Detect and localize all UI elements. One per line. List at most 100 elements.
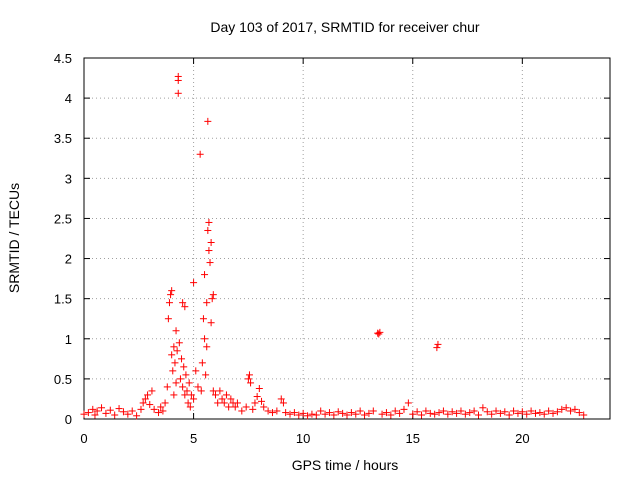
data-point <box>505 411 513 419</box>
plot-frame <box>83 57 611 420</box>
chart-title: Day 103 of 2017, SRMTID for receiver chu… <box>210 19 480 35</box>
data-point <box>194 383 202 391</box>
x-tick-label: 5 <box>190 431 197 446</box>
data-point <box>238 407 246 415</box>
data-point <box>199 315 207 323</box>
data-point <box>233 399 241 407</box>
data-point <box>197 387 205 395</box>
data-point <box>422 407 430 415</box>
data-point <box>133 412 141 420</box>
y-tick-labels: 0 0.5 1 1.5 2 2.5 3 3.5 4 4.5 <box>54 51 72 427</box>
data-point <box>91 411 99 419</box>
data-point <box>514 409 522 417</box>
grid-lines <box>84 58 610 419</box>
data-point <box>330 411 338 419</box>
data-point <box>369 407 377 415</box>
data-point <box>299 409 307 417</box>
data-point <box>144 391 152 399</box>
data-point <box>492 407 500 415</box>
data-point <box>124 410 132 418</box>
data-point <box>553 408 561 416</box>
data-point <box>186 403 194 411</box>
data-point <box>457 407 465 415</box>
data-point <box>185 379 193 387</box>
data-point <box>540 410 548 418</box>
data-point <box>119 408 127 416</box>
data-point <box>161 399 169 407</box>
data-point <box>163 383 171 391</box>
data-point <box>169 367 177 375</box>
data-point <box>168 351 176 359</box>
data-point <box>282 409 290 417</box>
data-point <box>277 395 285 403</box>
data-point <box>179 299 187 307</box>
data-point <box>181 303 189 311</box>
data-point <box>204 226 212 234</box>
data-point <box>174 76 182 84</box>
data-point <box>549 409 557 417</box>
data-point <box>203 299 211 307</box>
data-point <box>527 407 535 415</box>
data-point <box>376 328 384 336</box>
data-point <box>461 410 469 418</box>
data-point <box>227 395 235 403</box>
y-tick-label: 1.5 <box>54 292 72 307</box>
data-point <box>84 409 92 417</box>
data-point <box>334 408 342 416</box>
data-point <box>244 375 252 383</box>
y-tick-label: 3.5 <box>54 131 72 146</box>
data-point <box>558 405 566 413</box>
data-point <box>171 359 179 367</box>
data-point <box>510 407 518 415</box>
data-point <box>347 409 355 417</box>
data-point <box>139 399 147 407</box>
data-point <box>531 409 539 417</box>
data-point <box>184 399 192 407</box>
axis-ticks <box>83 57 610 420</box>
data-point <box>80 410 88 418</box>
data-point <box>580 411 588 419</box>
data-point <box>207 239 215 247</box>
data-point <box>148 387 156 395</box>
data-point <box>249 405 257 413</box>
data-point <box>562 404 570 412</box>
data-point <box>202 371 210 379</box>
data-point <box>448 408 456 416</box>
data-point <box>426 409 434 417</box>
data-point <box>518 408 526 416</box>
data-point <box>279 399 287 407</box>
data-point <box>433 344 441 352</box>
y-tick-label: 0.5 <box>54 372 72 387</box>
data-point <box>375 330 383 338</box>
data-point <box>204 117 212 125</box>
data-point <box>523 410 531 418</box>
data-point <box>245 371 253 379</box>
data-point <box>496 409 504 417</box>
data-point <box>209 387 217 395</box>
data-point <box>176 375 184 383</box>
x-tick-label: 20 <box>515 431 529 446</box>
y-axis-title: SRMTID / TECUs <box>6 183 22 293</box>
data-point <box>343 411 351 419</box>
x-tick-label: 15 <box>406 431 420 446</box>
data-point <box>247 379 255 387</box>
x-axis-title: GPS time / hours <box>292 457 399 473</box>
data-point <box>400 405 408 413</box>
data-point <box>173 347 181 355</box>
y-tick-label: 3 <box>65 171 72 186</box>
data-point <box>418 411 426 419</box>
data-point <box>339 409 347 417</box>
data-point <box>137 405 145 413</box>
data-point <box>409 410 417 418</box>
data-point <box>115 405 123 413</box>
data-point <box>396 409 404 417</box>
data-point <box>378 410 386 418</box>
data-point <box>290 409 298 417</box>
data-point <box>208 295 216 303</box>
data-point <box>264 407 272 415</box>
data-point <box>201 271 209 279</box>
data-point <box>212 391 219 399</box>
data-point <box>206 259 214 267</box>
data-point <box>413 408 421 416</box>
